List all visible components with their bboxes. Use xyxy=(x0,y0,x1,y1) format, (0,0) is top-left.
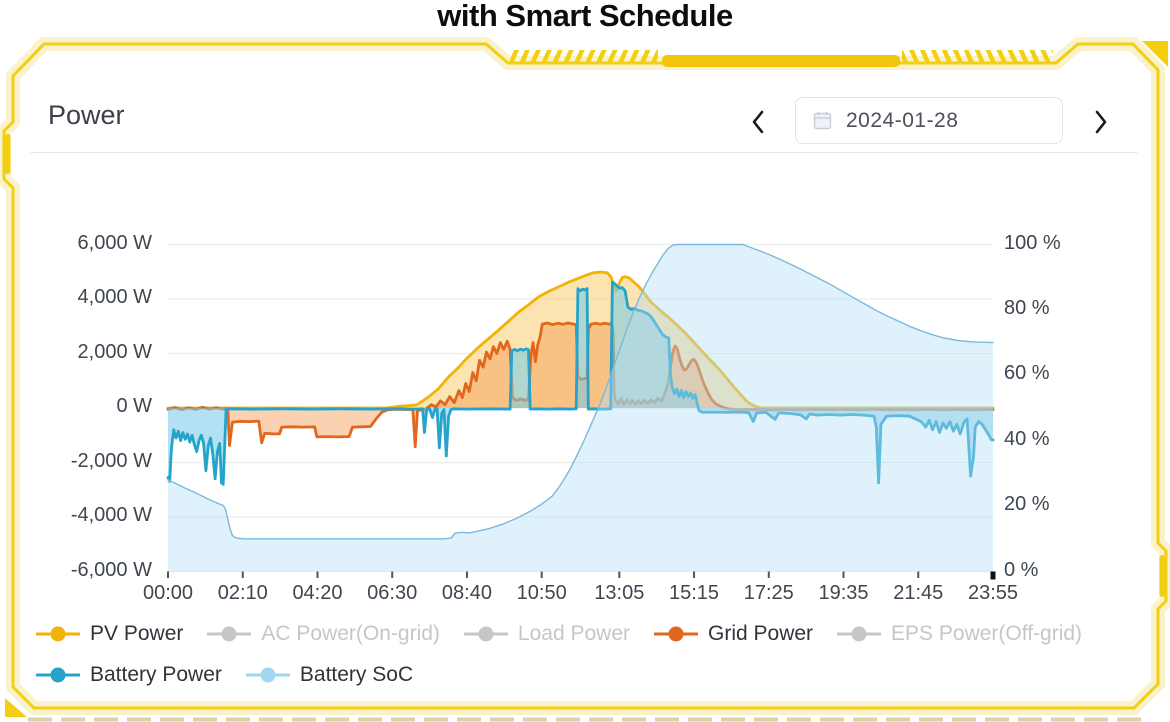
y-left-tick-label: 6,000 W xyxy=(77,231,152,254)
series-line-pv-power xyxy=(166,270,995,410)
series-line-grid-power xyxy=(166,321,995,449)
legend-label-ac-power-on-grid: AC Power(On-grid) xyxy=(261,622,440,645)
legend-item-ac-power-on-grid[interactable]: AC Power(On-grid) xyxy=(207,618,440,650)
top-hazard-stripes-left xyxy=(510,50,658,63)
legend-label-load-power: Load Power xyxy=(517,622,630,645)
y-left-tick-label: 2,000 W xyxy=(77,340,152,363)
corner-triangle-top-right xyxy=(1142,41,1168,67)
date-next-button[interactable] xyxy=(1083,104,1119,140)
y-right-tick-label: 60 % xyxy=(1004,362,1050,385)
legend-item-battery-power[interactable]: Battery Power xyxy=(36,659,222,691)
date-prev-button[interactable] xyxy=(740,104,776,140)
panel-title: Power xyxy=(48,100,125,130)
y-right-tick-label: 20 % xyxy=(1004,493,1050,516)
chevron-right-icon xyxy=(1095,110,1107,134)
x-tick-label: 10:50 xyxy=(516,582,567,604)
chart-legend: PV Power AC Power(On-grid) Load Power Grid … xyxy=(36,618,1141,691)
y-left-tick-label: -6,000 W xyxy=(70,558,152,581)
chevron-left-icon xyxy=(752,110,764,134)
legend-marker-load-power xyxy=(463,626,508,642)
series-area-pv-power xyxy=(168,272,993,408)
legend-label-grid-power: Grid Power xyxy=(708,622,814,645)
legend-label-battery-power: Battery Power xyxy=(90,663,222,686)
y-right-tick-label: 0 % xyxy=(1004,558,1039,581)
y-right-tick-label: 80 % xyxy=(1004,296,1050,319)
left-tab-bar xyxy=(5,134,11,174)
legend-marker-battery-soc xyxy=(245,667,290,683)
corner-triangle-bottom-left xyxy=(5,698,27,717)
legend-marker-grid-power xyxy=(654,626,698,642)
legend-item-pv-power[interactable]: PV Power xyxy=(36,618,183,650)
date-input[interactable]: 2024-01-28 xyxy=(795,97,1063,144)
top-center-bar xyxy=(662,55,900,67)
legend-item-load-power[interactable]: Load Power xyxy=(463,618,630,650)
page-title: with Smart Schedule xyxy=(437,0,733,33)
legend-item-eps-power-off-grid[interactable]: EPS Power(Off-grid) xyxy=(837,618,1082,650)
header-divider xyxy=(30,152,1138,153)
x-tick-label: 23:55 xyxy=(967,582,1019,604)
top-hazard-stripes-right xyxy=(902,50,1053,63)
date-value: 2024-01-28 xyxy=(846,108,959,132)
y-left-tick-label: -4,000 W xyxy=(70,504,152,526)
legend-marker-battery-power xyxy=(36,667,80,683)
y-right-tick-label: 100 % xyxy=(1004,231,1061,254)
y-left-tick-label: -2,000 W xyxy=(70,449,152,472)
y-left-tick-label: 4,000 W xyxy=(77,286,152,308)
series-area-battery-power xyxy=(168,282,993,485)
series-area-grid-power xyxy=(168,323,993,447)
y-right-tick-label: 40 % xyxy=(1004,427,1050,450)
right-tab-bar xyxy=(1159,555,1166,597)
legend-marker-eps-power-off-grid xyxy=(837,626,882,642)
legend-label-eps-power-off-grid: EPS Power(Off-grid) xyxy=(891,622,1083,645)
legend-item-grid-power[interactable]: Grid Power xyxy=(654,618,813,650)
legend-label-battery-soc: Battery SoC xyxy=(299,663,414,686)
series-line-battery-power xyxy=(166,280,995,486)
series-line-battery-soc xyxy=(167,243,994,540)
legend-label-pv-power: PV Power xyxy=(90,622,184,645)
series-area-battery-soc xyxy=(168,244,993,572)
legend-item-battery-soc[interactable]: Battery SoC xyxy=(245,659,414,691)
y-left-tick-label: 0 W xyxy=(116,395,152,417)
legend-marker-pv-power xyxy=(36,626,80,642)
legend-marker-ac-power-on-grid xyxy=(207,626,252,642)
calendar-icon xyxy=(813,112,832,130)
